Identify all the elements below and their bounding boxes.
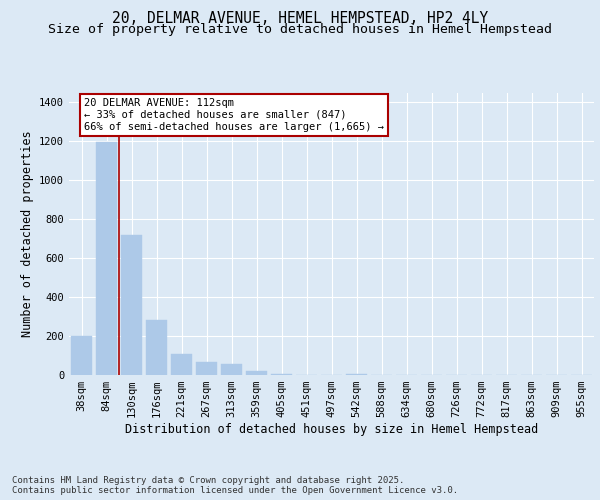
Text: 20, DELMAR AVENUE, HEMEL HEMPSTEAD, HP2 4LY: 20, DELMAR AVENUE, HEMEL HEMPSTEAD, HP2 … [112,11,488,26]
X-axis label: Distribution of detached houses by size in Hemel Hempstead: Distribution of detached houses by size … [125,423,538,436]
Bar [196,362,217,375]
Bar [71,336,92,375]
Bar [271,374,292,375]
Text: Size of property relative to detached houses in Hemel Hempstead: Size of property relative to detached ho… [48,22,552,36]
Bar [121,234,142,375]
Y-axis label: Number of detached properties: Number of detached properties [20,130,34,337]
Bar [96,142,117,375]
Bar [146,320,167,375]
Text: 20 DELMAR AVENUE: 112sqm
← 33% of detached houses are smaller (847)
66% of semi-: 20 DELMAR AVENUE: 112sqm ← 33% of detach… [84,98,384,132]
Bar [346,374,367,375]
Bar [221,364,242,375]
Bar [246,371,267,375]
Text: Contains HM Land Registry data © Crown copyright and database right 2025.
Contai: Contains HM Land Registry data © Crown c… [12,476,458,495]
Bar [171,354,192,375]
